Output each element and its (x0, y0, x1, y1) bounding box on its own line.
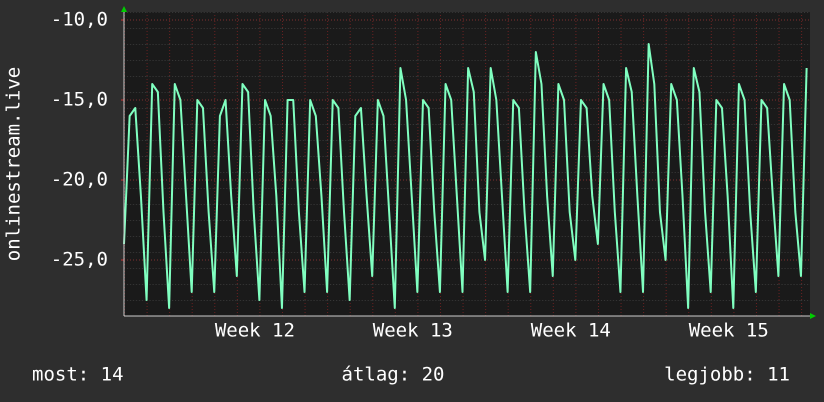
x-tick-label: Week 15 (689, 320, 769, 342)
y-tick-label: -25,0 (51, 249, 108, 271)
stat-best: legjobb: 11 (664, 364, 790, 386)
x-tick-label: Week 12 (215, 320, 295, 342)
plot: -10,0 -15,0 -20,0 -25,0 Week 12 Week 13 Week 1… (51, 9, 810, 342)
y-axis-label: onlinestream.live (3, 67, 25, 261)
x-tick-label: Week 14 (531, 320, 611, 342)
y-tick-label: -10,0 (51, 9, 108, 31)
x-tick-label: Week 13 (373, 320, 453, 342)
data-line (123, 43, 808, 309)
axis-arrow (810, 313, 816, 319)
stat-average: átlag: 20 (342, 364, 445, 386)
minor-grid (124, 12, 810, 316)
stat-current: most: 14 (32, 364, 124, 386)
y-tick-label: -20,0 (51, 169, 108, 191)
axis-arrow (121, 6, 127, 12)
y-tick-label: -15,0 (51, 89, 108, 111)
